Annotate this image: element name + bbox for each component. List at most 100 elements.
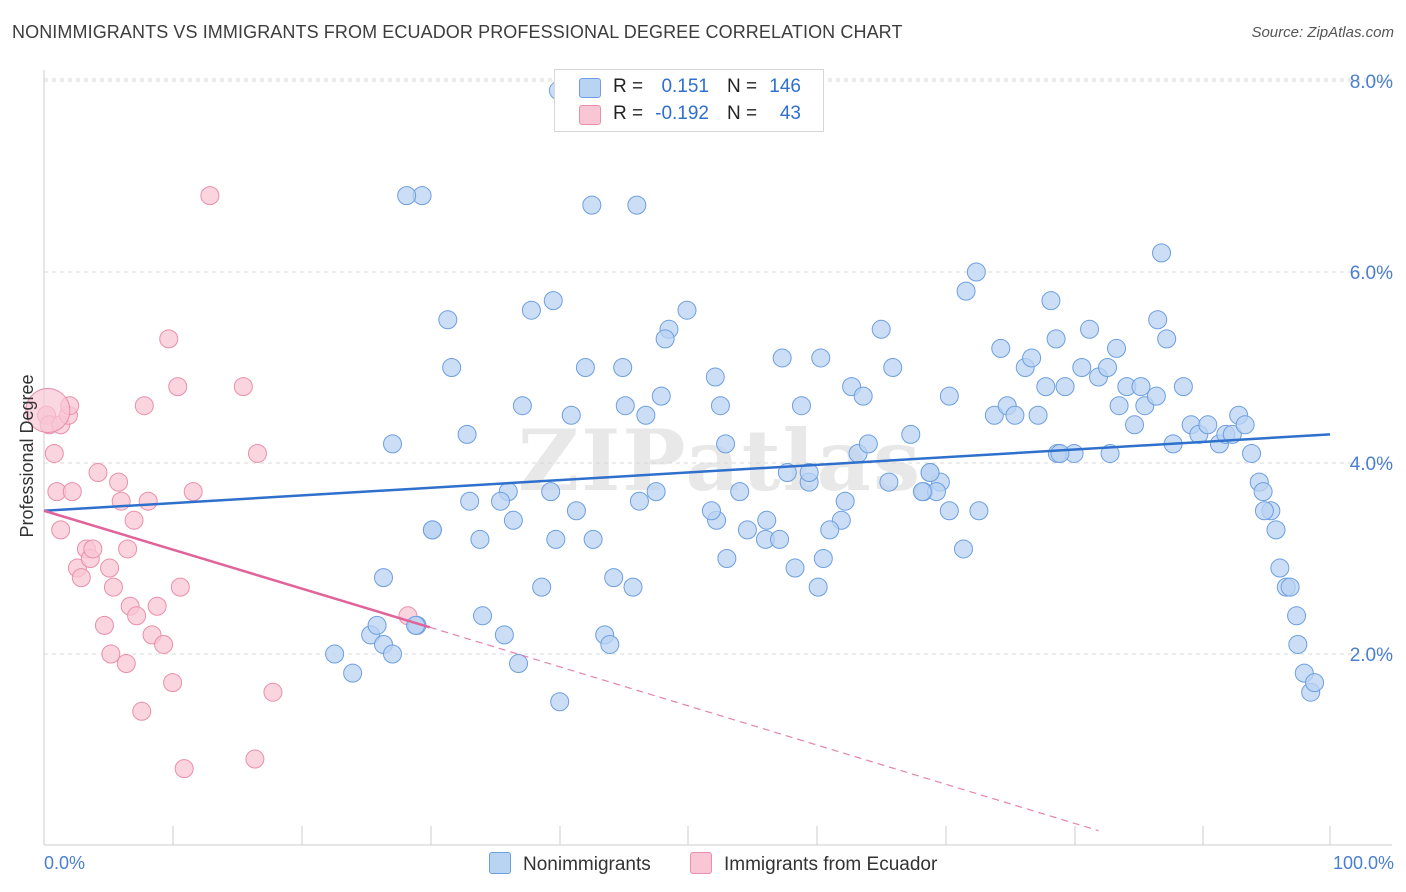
nonimmigrant-point: [1005, 405, 1025, 425]
nonimmigrant-point: [912, 482, 932, 502]
nonimmigrant-point: [1125, 415, 1145, 435]
legend-item-immigrants: Immigrants from Ecuador: [690, 852, 937, 878]
nonimmigrant-point: [615, 396, 635, 416]
legend-swatch-pink: [579, 105, 601, 125]
immigrant-point-large: [25, 387, 71, 433]
chart-title: NONIMMIGRANTS VS IMMIGRANTS FROM ECUADOR…: [12, 22, 903, 42]
immigrant-point: [51, 520, 71, 540]
swatch-blue-icon: [489, 852, 511, 874]
nonimmigrant-point: [772, 348, 792, 368]
nonimmigrant-point: [503, 510, 523, 530]
immigrant-point: [118, 539, 138, 559]
trendlines: [43, 433, 1331, 832]
nonimmigrant-point: [1253, 482, 1273, 502]
nonimmigrant-point: [546, 529, 566, 549]
legend-n-value: 146: [769, 76, 801, 97]
immigrant-point: [109, 472, 129, 492]
nonimmigrant-point: [1100, 443, 1120, 463]
nonimmigrant-point: [473, 606, 493, 626]
immigrant-point: [154, 634, 174, 654]
nonimmigrant-point: [1235, 415, 1255, 435]
immigrant-point: [163, 673, 183, 693]
nonimmigrant-point: [757, 510, 777, 530]
nonimmigrant-point: [325, 644, 345, 664]
nonimmigrant-point: [442, 358, 462, 377]
nonimmigrant-point: [1050, 443, 1070, 463]
nonimmigrant-point: [956, 281, 976, 301]
nonimmigrant-point: [879, 472, 899, 492]
immigrant-point: [127, 606, 147, 626]
nonimmigrant-point: [813, 549, 833, 568]
nonimmigrant-point: [422, 520, 442, 540]
immigrant-point: [247, 443, 267, 463]
legend-label-nonimmigrants: Nonimmigrants: [523, 854, 651, 875]
nonimmigrant-point: [550, 692, 570, 712]
immigrant-point: [100, 558, 120, 578]
nonimmigrant-point: [717, 549, 737, 568]
nonimmigrant-point: [541, 482, 561, 502]
nonimmigrant-point: [543, 291, 563, 311]
nonimmigrant-point: [1080, 319, 1100, 339]
nonimmigrant-point: [1146, 386, 1166, 406]
nonimmigrant-point: [655, 329, 675, 349]
legend-swatch-blue: [579, 78, 601, 98]
nonimmigrant-point: [367, 615, 387, 635]
immigrant-point: [101, 644, 121, 664]
nonimmigrant-point: [705, 367, 725, 387]
nonimmigrant-point: [871, 319, 891, 339]
correlation-legend: R = 0.151 N = 146 R = -0.192 N = 43: [554, 69, 824, 132]
nonimmigrant-point: [629, 491, 649, 511]
y-tick-label: 4.0%: [1350, 454, 1393, 475]
immigrant-point: [233, 377, 253, 397]
nonimmigrant-point: [785, 558, 805, 578]
axes: [43, 70, 1392, 846]
nonimmigrant-point: [1288, 634, 1308, 654]
nonimmigrant-point: [397, 186, 417, 206]
swatch-pink-icon: [690, 852, 712, 874]
immigrant-point: [170, 577, 190, 597]
nonimmigrant-point: [512, 396, 532, 416]
nonimmigrant-point: [677, 300, 697, 320]
nonimmigrant-point: [383, 434, 403, 454]
immigrants-trendline: [43, 509, 431, 629]
nonimmigrant-point: [1152, 243, 1172, 263]
nonimmigrant-point: [1254, 501, 1274, 521]
immigrant-point: [263, 682, 283, 702]
nonimmigrant-point: [939, 386, 959, 406]
nonimmigrant-point: [991, 338, 1011, 358]
nonimmigrant-point: [969, 501, 989, 521]
legend-r-value: -0.192: [655, 103, 709, 124]
nonimmigrant-point: [583, 529, 603, 549]
gridlines: [44, 78, 1392, 655]
nonimmigrant-point: [1173, 377, 1193, 397]
nonimmigrant-point: [566, 501, 586, 521]
legend-item-nonimmigrants: Nonimmigrants: [489, 852, 651, 878]
immigrants-points: [25, 186, 418, 779]
nonimmigrant-point: [491, 491, 511, 511]
x-tick-label-min: 0.0%: [44, 853, 85, 873]
nonimmigrant-point: [494, 625, 514, 645]
immigrant-point: [138, 491, 158, 511]
immigrant-point: [44, 443, 64, 463]
nonimmigrant-point: [1287, 606, 1307, 626]
immigrant-point: [183, 482, 203, 502]
source-credit: Source: ZipAtlas.com: [1251, 24, 1394, 41]
nonimmigrant-point: [1072, 358, 1092, 377]
nonimmigrants-points: [325, 81, 1325, 712]
nonimmigrant-point: [1148, 310, 1168, 330]
nonimmigrant-point: [799, 463, 819, 483]
nonimmigrant-point: [730, 482, 750, 502]
immigrant-point: [147, 596, 167, 616]
nonimmigrant-point: [636, 405, 656, 425]
nonimmigrant-point: [1157, 329, 1177, 349]
immigrant-point: [168, 377, 188, 397]
nonimmigrant-point: [716, 434, 736, 454]
x-tick-label-max: 100.0%: [1333, 853, 1394, 873]
nonimmigrant-point: [920, 463, 940, 483]
nonimmigrants-trendline: [43, 433, 1331, 512]
y-tick-label: 8.0%: [1350, 72, 1393, 93]
nonimmigrant-point: [984, 405, 1004, 425]
legend-n-label: N =: [727, 76, 758, 97]
nonimmigrant-point: [1280, 577, 1300, 597]
